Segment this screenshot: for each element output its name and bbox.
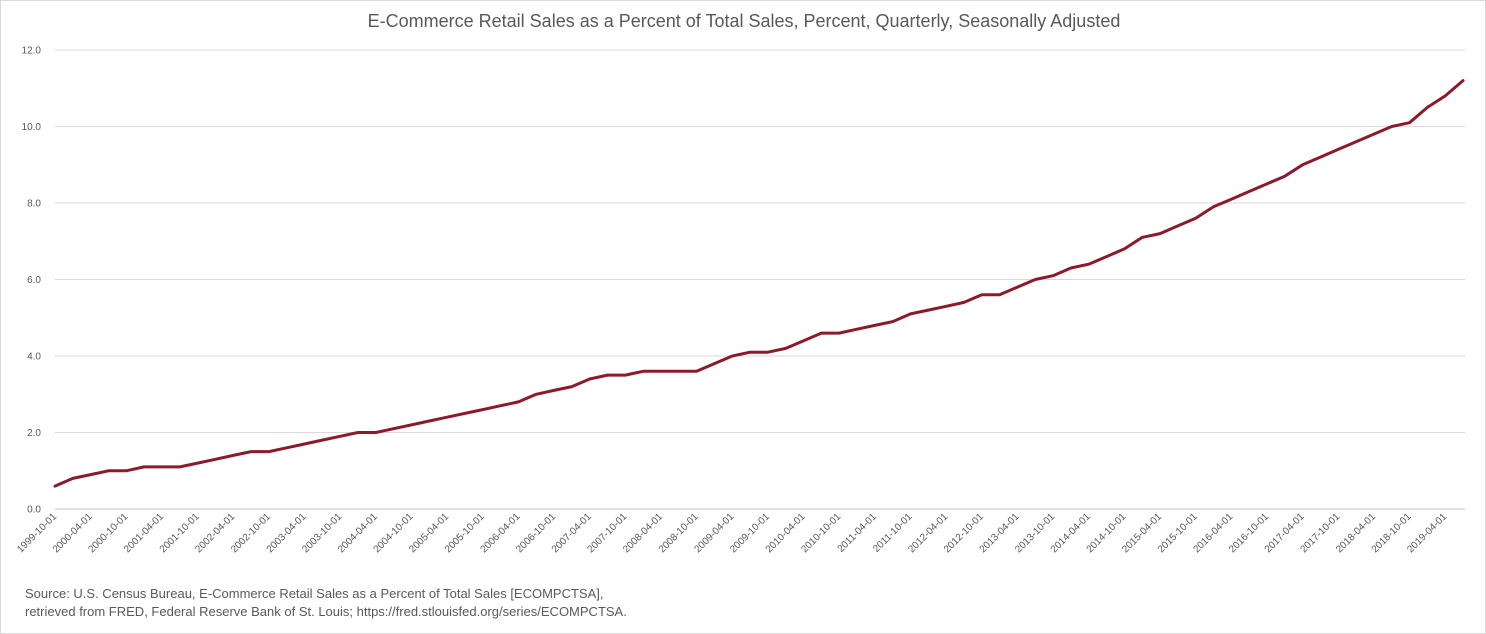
source-line-2: retrieved from FRED, Federal Reserve Ban… (25, 604, 627, 619)
series-line (53, 79, 1465, 488)
y-tick-label: 10.0 (22, 122, 42, 133)
y-tick-label: 0.0 (27, 505, 41, 516)
y-tick-label: 2.0 (27, 428, 41, 439)
chart-plot: 0.02.04.06.08.010.012.0 1999-10-012000-0… (15, 46, 1465, 555)
y-tick-label: 8.0 (27, 199, 41, 210)
source-note: Source: U.S. Census Bureau, E-Commerce R… (25, 585, 627, 621)
y-tick-label: 6.0 (27, 275, 41, 286)
chart-title: E-Commerce Retail Sales as a Percent of … (367, 11, 1121, 31)
y-tick-label: 4.0 (27, 352, 41, 363)
source-line-1: Source: U.S. Census Bureau, E-Commerce R… (25, 586, 604, 601)
y-tick-label: 12.0 (22, 46, 42, 57)
